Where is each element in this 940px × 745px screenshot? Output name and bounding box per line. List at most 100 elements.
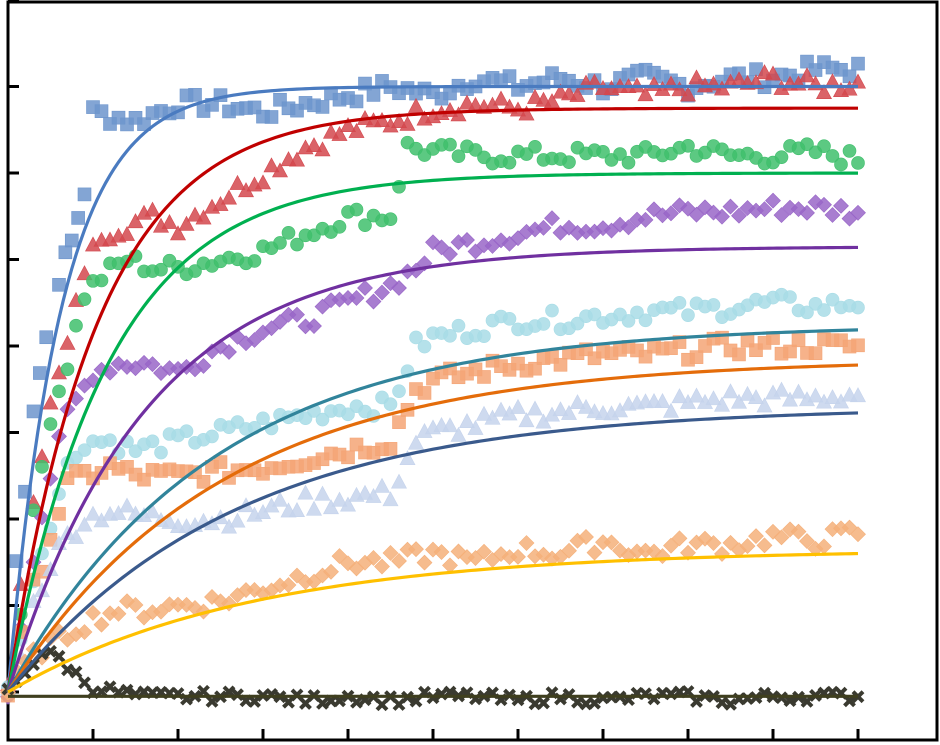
- circle-point: [851, 156, 865, 170]
- diamond-point: [272, 314, 288, 330]
- x-point: [103, 680, 117, 694]
- diamond-point: [799, 204, 815, 221]
- x-point: [78, 676, 91, 690]
- diamond-point: [773, 207, 790, 224]
- triangle-point: [671, 81, 688, 97]
- series-points: [0, 192, 866, 705]
- triangle-point: [654, 393, 671, 408]
- triangle-point: [662, 402, 680, 418]
- square-point: [26, 404, 41, 419]
- circle-point: [256, 411, 270, 426]
- triangle-point: [399, 115, 416, 131]
- square-point: [417, 386, 432, 400]
- triangle-point: [127, 213, 144, 229]
- triangle-point: [790, 383, 807, 399]
- circle-point: [451, 149, 466, 164]
- diamond-point: [391, 280, 407, 296]
- triangle-point: [560, 404, 578, 420]
- triangle-point: [305, 137, 323, 153]
- circle-point: [562, 155, 576, 169]
- triangle-point: [484, 409, 501, 425]
- triangle-point: [339, 117, 357, 133]
- diamond-point: [153, 603, 169, 620]
- circle-point: [154, 262, 168, 277]
- circle-point: [154, 445, 168, 460]
- circle-point: [621, 155, 636, 170]
- diamond-point: [433, 544, 450, 560]
- circle-point: [94, 273, 109, 288]
- triangle-point: [586, 73, 603, 89]
- x-point: [120, 683, 134, 697]
- diamond-point: [93, 616, 110, 633]
- x-point: [197, 684, 210, 698]
- triangle-point: [339, 496, 357, 512]
- triangle-point: [271, 491, 289, 507]
- diamond-point: [331, 548, 348, 565]
- triangle-point: [84, 505, 102, 521]
- diamond-point: [195, 357, 212, 374]
- triangle-point: [67, 528, 85, 544]
- circle-point: [587, 307, 602, 322]
- square-point: [502, 69, 517, 83]
- series-points: [1, 54, 865, 699]
- series-points: [0, 64, 867, 692]
- circle-point: [205, 429, 219, 444]
- triangle-point: [577, 398, 595, 414]
- square-point: [349, 94, 364, 109]
- circle-point: [52, 384, 66, 399]
- triangle-point: [458, 413, 476, 428]
- diamond-point: [688, 206, 705, 223]
- triangle-point: [569, 86, 586, 102]
- triangle-point: [509, 398, 527, 414]
- diamond-point: [544, 210, 560, 227]
- fit-curve: [6, 106, 858, 693]
- circle-point: [188, 264, 202, 278]
- square-point: [383, 442, 398, 456]
- diamond-point: [374, 284, 390, 301]
- diamond-point: [382, 545, 399, 561]
- circle-point: [247, 254, 262, 268]
- triangle-point: [229, 512, 246, 528]
- triangle-point: [407, 434, 425, 450]
- circle-point: [60, 362, 75, 377]
- diamond-point: [799, 533, 815, 550]
- triangle-point: [322, 499, 340, 515]
- circle-point: [358, 218, 372, 233]
- circle-point: [179, 424, 194, 439]
- circle-point: [290, 237, 304, 252]
- circle-point: [409, 330, 423, 345]
- triangle-point: [297, 484, 314, 500]
- square-point: [71, 211, 85, 225]
- triangle-point: [314, 485, 331, 501]
- circle-point: [706, 298, 721, 312]
- triangle-point: [552, 401, 569, 417]
- series-points: [1, 135, 865, 703]
- circle-point: [825, 149, 840, 163]
- triangle-point: [229, 174, 246, 190]
- circle-point: [392, 384, 406, 398]
- triangle-point: [688, 69, 705, 85]
- triangle-point: [467, 419, 484, 435]
- circle-point: [774, 150, 789, 164]
- diamond-point: [510, 548, 526, 565]
- fit-curve: [7, 551, 859, 694]
- triangle-point: [739, 385, 756, 401]
- diamond-point: [824, 207, 841, 223]
- fit-curve: [6, 411, 859, 693]
- triangle-point: [824, 389, 841, 405]
- triangle-point: [305, 500, 323, 516]
- diamond-point: [756, 201, 773, 218]
- diamond-point: [365, 293, 382, 310]
- diamond-point: [365, 550, 382, 566]
- triangle-point: [399, 450, 416, 466]
- triangle-point: [169, 225, 187, 241]
- circle-point: [77, 443, 92, 457]
- square-point: [851, 338, 865, 353]
- circle-point: [273, 236, 287, 250]
- triangle-point: [492, 401, 510, 417]
- circle-point: [477, 329, 491, 344]
- square-point: [264, 110, 279, 124]
- circle-point: [630, 305, 644, 320]
- square-point: [851, 56, 865, 71]
- diamond-point: [476, 543, 492, 560]
